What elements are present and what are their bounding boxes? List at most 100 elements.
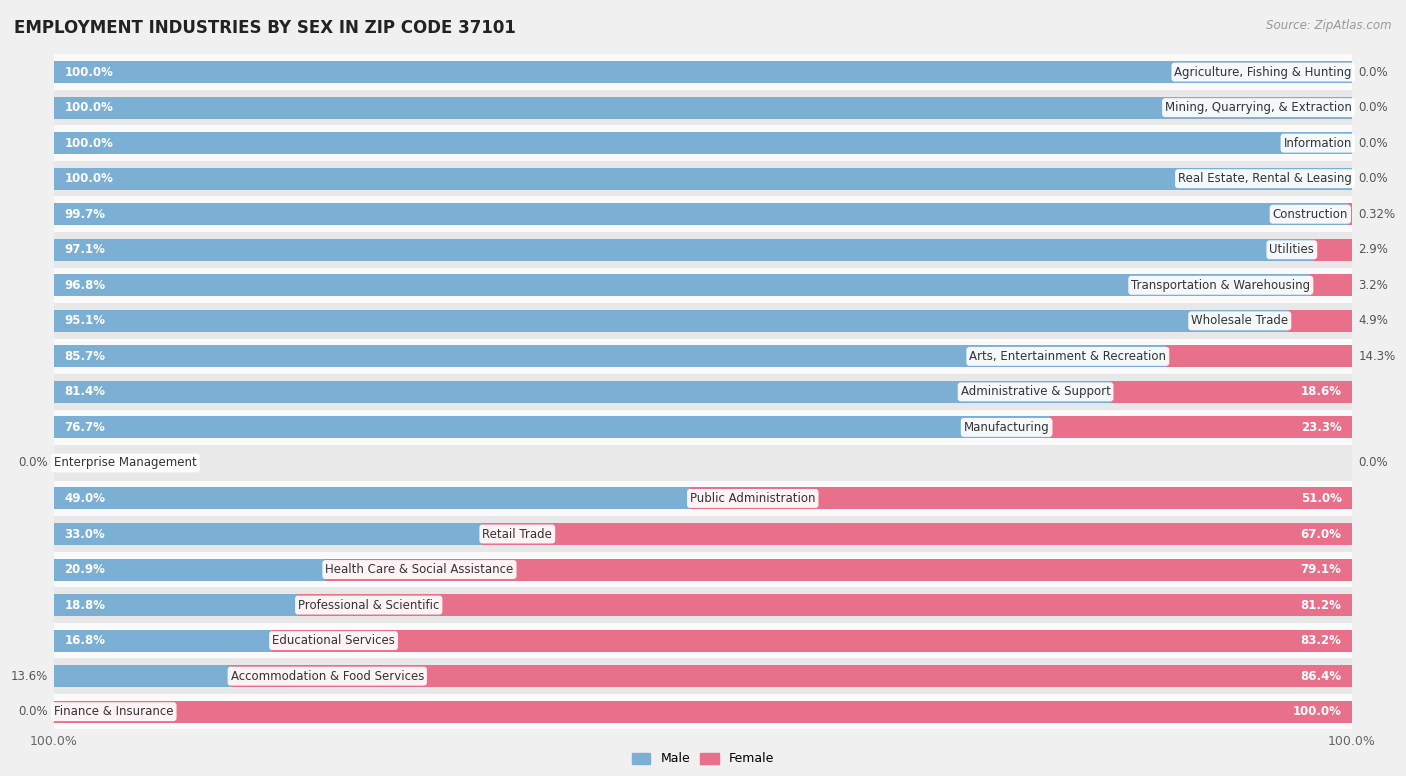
- Bar: [53, 232, 1353, 268]
- Bar: [298, 594, 1353, 616]
- Bar: [53, 54, 1353, 90]
- Text: 83.2%: 83.2%: [1301, 634, 1341, 647]
- Text: Administrative & Support: Administrative & Support: [960, 386, 1111, 398]
- Bar: [53, 623, 1353, 658]
- Text: 79.1%: 79.1%: [1301, 563, 1341, 576]
- Bar: [53, 523, 482, 545]
- Bar: [53, 61, 1353, 83]
- Bar: [53, 196, 1353, 232]
- Bar: [53, 665, 231, 688]
- Legend: Male, Female: Male, Female: [627, 747, 779, 771]
- Bar: [53, 310, 1288, 332]
- Bar: [1167, 345, 1353, 367]
- Bar: [53, 132, 1353, 154]
- Bar: [53, 96, 1353, 119]
- Bar: [1111, 381, 1353, 403]
- Bar: [53, 168, 1353, 189]
- Text: 100.0%: 100.0%: [65, 172, 114, 185]
- Text: 0.0%: 0.0%: [1358, 101, 1388, 114]
- Bar: [53, 417, 1049, 438]
- Text: Mining, Quarrying, & Extraction: Mining, Quarrying, & Extraction: [1166, 101, 1353, 114]
- Text: 23.3%: 23.3%: [1301, 421, 1341, 434]
- Text: 99.7%: 99.7%: [65, 208, 105, 220]
- Text: 0.0%: 0.0%: [1358, 66, 1388, 78]
- Text: 49.0%: 49.0%: [65, 492, 105, 505]
- Text: 76.7%: 76.7%: [65, 421, 105, 434]
- Bar: [53, 516, 1353, 552]
- Bar: [1310, 274, 1353, 296]
- Bar: [53, 552, 1353, 587]
- Bar: [325, 559, 1353, 580]
- Bar: [53, 594, 298, 616]
- Bar: [1348, 203, 1353, 225]
- Bar: [273, 629, 1353, 652]
- Text: 14.3%: 14.3%: [1358, 350, 1396, 363]
- Text: Health Care & Social Assistance: Health Care & Social Assistance: [325, 563, 513, 576]
- Text: Educational Services: Educational Services: [273, 634, 395, 647]
- Text: Information: Information: [1284, 137, 1353, 150]
- Bar: [53, 658, 1353, 694]
- Bar: [53, 559, 325, 580]
- Text: 18.6%: 18.6%: [1301, 386, 1341, 398]
- Text: 2.9%: 2.9%: [1358, 243, 1388, 256]
- Text: 67.0%: 67.0%: [1301, 528, 1341, 541]
- Text: Source: ZipAtlas.com: Source: ZipAtlas.com: [1267, 19, 1392, 33]
- Bar: [1288, 310, 1353, 332]
- Text: 0.0%: 0.0%: [1358, 137, 1388, 150]
- Text: 85.7%: 85.7%: [65, 350, 105, 363]
- Text: Transportation & Warehousing: Transportation & Warehousing: [1132, 279, 1310, 292]
- Text: 0.0%: 0.0%: [18, 705, 48, 718]
- Text: 0.0%: 0.0%: [1358, 456, 1388, 469]
- Bar: [53, 239, 1315, 261]
- Text: Accommodation & Food Services: Accommodation & Food Services: [231, 670, 425, 683]
- Bar: [53, 480, 1353, 516]
- Bar: [53, 274, 1310, 296]
- Bar: [53, 629, 273, 652]
- Bar: [482, 523, 1353, 545]
- Bar: [53, 345, 1167, 367]
- Bar: [53, 338, 1353, 374]
- Text: 96.8%: 96.8%: [65, 279, 105, 292]
- Text: Agriculture, Fishing & Hunting: Agriculture, Fishing & Hunting: [1174, 66, 1353, 78]
- Text: 86.4%: 86.4%: [1301, 670, 1341, 683]
- Text: 3.2%: 3.2%: [1358, 279, 1388, 292]
- Text: Professional & Scientific: Professional & Scientific: [298, 598, 440, 611]
- Text: Enterprise Management: Enterprise Management: [53, 456, 197, 469]
- Text: 51.0%: 51.0%: [1301, 492, 1341, 505]
- Text: Public Administration: Public Administration: [690, 492, 815, 505]
- Text: 0.0%: 0.0%: [1358, 172, 1388, 185]
- Text: Wholesale Trade: Wholesale Trade: [1191, 314, 1288, 327]
- Bar: [53, 374, 1353, 410]
- Text: Construction: Construction: [1272, 208, 1348, 220]
- Bar: [53, 203, 1348, 225]
- Text: 100.0%: 100.0%: [65, 101, 114, 114]
- Text: 0.32%: 0.32%: [1358, 208, 1396, 220]
- Bar: [231, 665, 1353, 688]
- Text: 100.0%: 100.0%: [65, 66, 114, 78]
- Bar: [53, 381, 1111, 403]
- Text: 33.0%: 33.0%: [65, 528, 105, 541]
- Bar: [53, 161, 1353, 196]
- Bar: [53, 587, 1353, 623]
- Bar: [1315, 239, 1353, 261]
- Bar: [53, 303, 1353, 338]
- Text: 81.4%: 81.4%: [65, 386, 105, 398]
- Bar: [1049, 417, 1353, 438]
- Text: Utilities: Utilities: [1270, 243, 1315, 256]
- Text: 18.8%: 18.8%: [65, 598, 105, 611]
- Text: 13.6%: 13.6%: [10, 670, 48, 683]
- Text: Finance & Insurance: Finance & Insurance: [53, 705, 173, 718]
- Text: Real Estate, Rental & Leasing: Real Estate, Rental & Leasing: [1178, 172, 1353, 185]
- Text: 95.1%: 95.1%: [65, 314, 105, 327]
- Text: Arts, Entertainment & Recreation: Arts, Entertainment & Recreation: [969, 350, 1167, 363]
- Text: 100.0%: 100.0%: [1292, 705, 1341, 718]
- Bar: [53, 268, 1353, 303]
- Bar: [53, 694, 1353, 729]
- Bar: [53, 701, 1353, 722]
- Text: 81.2%: 81.2%: [1301, 598, 1341, 611]
- Text: Manufacturing: Manufacturing: [963, 421, 1049, 434]
- Text: 20.9%: 20.9%: [65, 563, 105, 576]
- Text: 4.9%: 4.9%: [1358, 314, 1388, 327]
- Text: EMPLOYMENT INDUSTRIES BY SEX IN ZIP CODE 37101: EMPLOYMENT INDUSTRIES BY SEX IN ZIP CODE…: [14, 19, 516, 37]
- Text: 16.8%: 16.8%: [65, 634, 105, 647]
